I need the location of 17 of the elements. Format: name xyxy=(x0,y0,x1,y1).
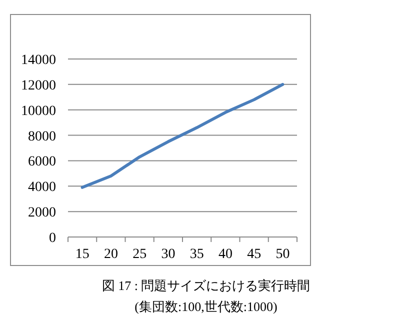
x-tick-label: 45 xyxy=(247,247,262,262)
y-tick-label: 2000 xyxy=(28,206,56,221)
y-tick-label: 12000 xyxy=(21,78,56,94)
y-tick-label: 4000 xyxy=(28,180,56,196)
caption: 図 17 : 問題サイズにおける実行時間 (集団数:100,世代数:1000) xyxy=(102,278,310,314)
x-tick-label: 15 xyxy=(75,247,90,262)
y-tick-label: 14000 xyxy=(21,53,56,68)
x-tick-label: 20 xyxy=(104,247,118,262)
x-tick-label: 35 xyxy=(190,247,204,262)
x-tick-label: 50 xyxy=(276,247,290,262)
x-tick-label: 30 xyxy=(161,247,176,262)
y-tick-label: 8000 xyxy=(28,129,56,144)
x-tick-label: 25 xyxy=(132,247,147,262)
x-tick-label: 40 xyxy=(218,247,232,262)
y-tick-label: 0 xyxy=(49,231,56,246)
y-tick-label: 6000 xyxy=(28,154,56,170)
y-tick-label: 10000 xyxy=(21,104,56,119)
